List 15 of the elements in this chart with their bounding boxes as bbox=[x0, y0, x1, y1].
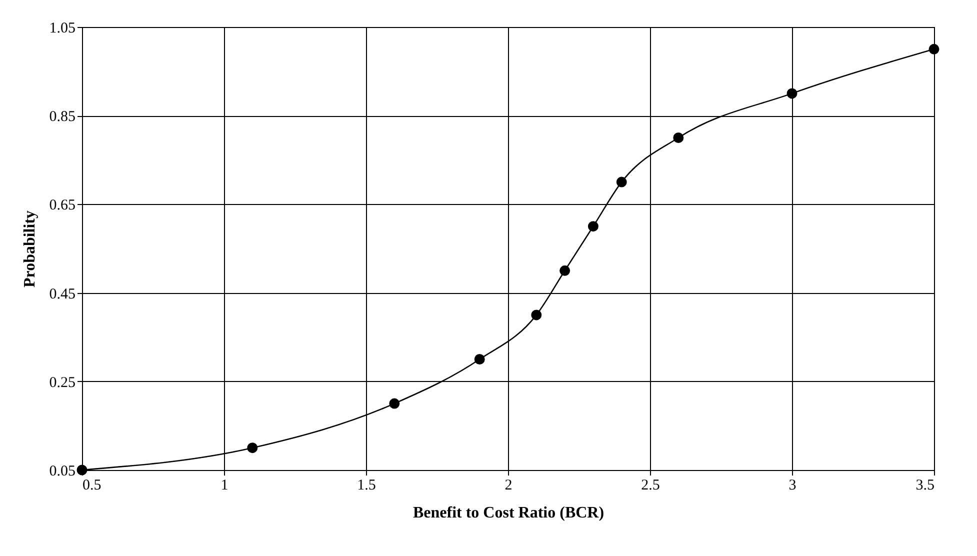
x-tick-label: 1.5 bbox=[357, 478, 376, 494]
x-tick-label: 3 bbox=[788, 478, 796, 494]
y-axis-title: Probability bbox=[21, 210, 38, 288]
x-tick-label: 2.5 bbox=[641, 478, 660, 494]
y-tick-label: 0.45 bbox=[49, 286, 76, 302]
x-tick-label: 0.5 bbox=[82, 478, 102, 494]
y-tick-label: 0.05 bbox=[49, 464, 76, 480]
x-tick-label: 1 bbox=[220, 478, 228, 494]
y-tick-label: 0.85 bbox=[49, 109, 76, 126]
x-axis-title: Benefit to Cost Ratio (BCR) bbox=[412, 504, 604, 522]
x-tick-label: 3.5 bbox=[916, 478, 934, 494]
y-tick-label: 1.05 bbox=[49, 20, 76, 36]
y-tick-label: 0.25 bbox=[49, 374, 76, 391]
x-tick-label: 2 bbox=[504, 478, 512, 494]
y-tick-label: 0.65 bbox=[49, 198, 76, 214]
